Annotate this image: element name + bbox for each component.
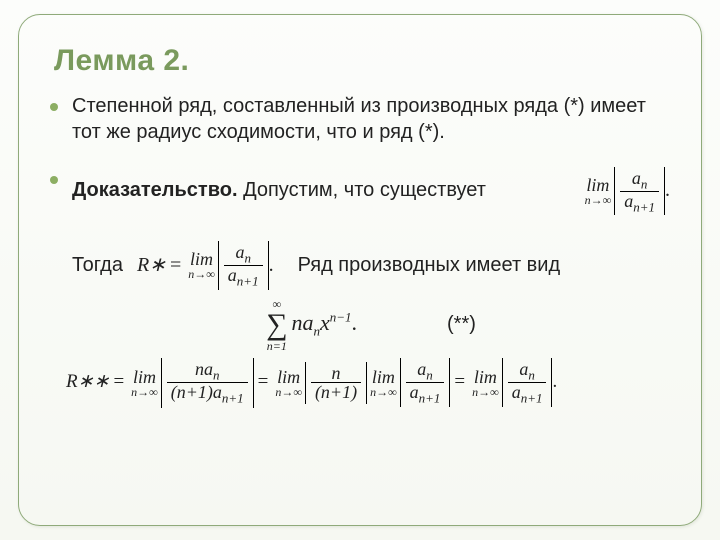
limit-exists-formula: lim n→∞ an an+1 . bbox=[582, 167, 670, 215]
rstar-formula: R∗ = lim n→∞ an an+1 . bbox=[137, 241, 274, 289]
bullet-list: Степенной ряд, составленный из производн… bbox=[54, 94, 670, 408]
statement-text: Степенной ряд, составленный из производн… bbox=[72, 95, 646, 143]
bullet-statement: Степенной ряд, составленный из производн… bbox=[54, 94, 670, 145]
lim-symbol: lim n→∞ bbox=[585, 176, 612, 206]
sum-symbol: ∞ ∑ n=1 bbox=[266, 298, 287, 352]
bullet-proof: Доказательство. Допустим, что существует… bbox=[54, 167, 670, 407]
series-label: Ряд производных имеет вид bbox=[298, 253, 561, 279]
lemma-title: Лемма 2. bbox=[54, 44, 670, 78]
abs-wrapper: an an+1 bbox=[614, 167, 665, 215]
then-label: Тогда bbox=[72, 253, 123, 279]
proof-text: Допустим, что существует bbox=[238, 179, 486, 201]
proof-line: Доказательство. Допустим, что существует bbox=[72, 178, 486, 204]
double-star-label: (**) bbox=[447, 312, 476, 338]
slide-content: Лемма 2. Степенной ряд, составленный из … bbox=[20, 16, 700, 524]
title-text: Лемма 2. bbox=[54, 44, 189, 77]
derivative-series: ∞ ∑ n=1 nanxn−1. (**) bbox=[72, 298, 670, 352]
rdoublestar-formula: R∗∗ = limn→∞ nan (n+1)an+1 = limn→∞ n (n… bbox=[66, 358, 670, 408]
proof-label: Доказательство. bbox=[72, 179, 238, 201]
